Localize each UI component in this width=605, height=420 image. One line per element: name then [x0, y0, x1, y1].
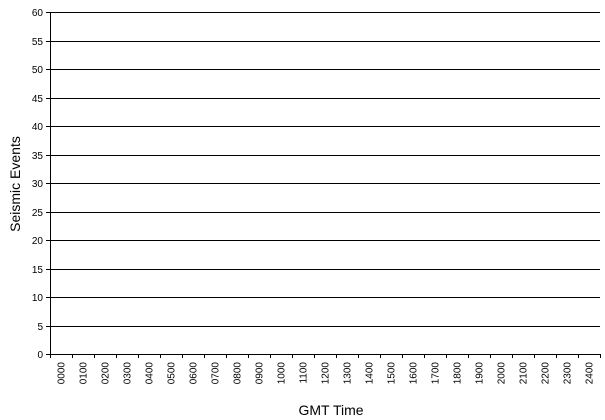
x-tick-label: 0900: [255, 362, 266, 385]
gridlines: [50, 12, 600, 327]
x-tick-label: 2100: [519, 362, 530, 385]
y-tick-label: 20: [32, 236, 44, 247]
x-tick-label: 0400: [145, 362, 156, 385]
x-tick-label: 2000: [497, 362, 508, 385]
x-tick-label: 2200: [541, 362, 552, 385]
y-tick-label: 55: [32, 37, 44, 48]
x-tick-label: 0600: [189, 362, 200, 385]
x-tick-label: 2300: [563, 362, 574, 385]
y-tick-label: 0: [37, 350, 43, 361]
x-tick-label: 0500: [167, 362, 178, 385]
y-tick-label: 35: [32, 151, 44, 162]
x-tick-label: 1000: [277, 362, 288, 385]
x-tick-label: 2400: [585, 362, 596, 385]
axes: [50, 12, 600, 355]
x-tick-label: 0000: [57, 362, 68, 385]
y-tick-label: 5: [37, 322, 43, 333]
y-tick-label: 25: [32, 208, 44, 219]
y-tick-label: 60: [32, 8, 44, 19]
x-tick-label: 0200: [101, 362, 112, 385]
y-axis-title: Seismic Events: [7, 136, 23, 232]
x-tick-label: 0100: [79, 362, 90, 385]
y-tick-labels: 0 5 10 15 20 25 30 35 40 45 50 55 60: [32, 8, 50, 361]
x-tick-label: 1800: [453, 362, 464, 385]
y-tick-label: 30: [32, 179, 44, 190]
x-tick-label: 1300: [343, 362, 354, 385]
y-tick-label: 50: [32, 65, 44, 76]
x-tick-labels: 0000 0100 0200 0300 0400 0500 0600 0700 0800 0900…: [50, 354, 601, 385]
x-tick-label: 1500: [387, 362, 398, 385]
y-tick-label: 15: [32, 265, 44, 276]
x-tick-label: 1700: [431, 362, 442, 385]
x-tick-label: 0800: [233, 362, 244, 385]
x-tick-label: 1600: [409, 362, 420, 385]
x-axis-title: GMT Time: [298, 402, 363, 418]
y-tick-label: 10: [32, 293, 44, 304]
x-tick-label: 1200: [321, 362, 332, 385]
x-tick-label: 1100: [299, 362, 310, 384]
x-tick-label: 1400: [365, 362, 376, 385]
x-tick-label: 0300: [123, 362, 134, 385]
x-tick-label: 1900: [475, 362, 486, 385]
y-tick-label: 40: [32, 122, 44, 133]
y-tick-label: 45: [32, 94, 44, 105]
x-tick-label: 0700: [211, 362, 222, 385]
